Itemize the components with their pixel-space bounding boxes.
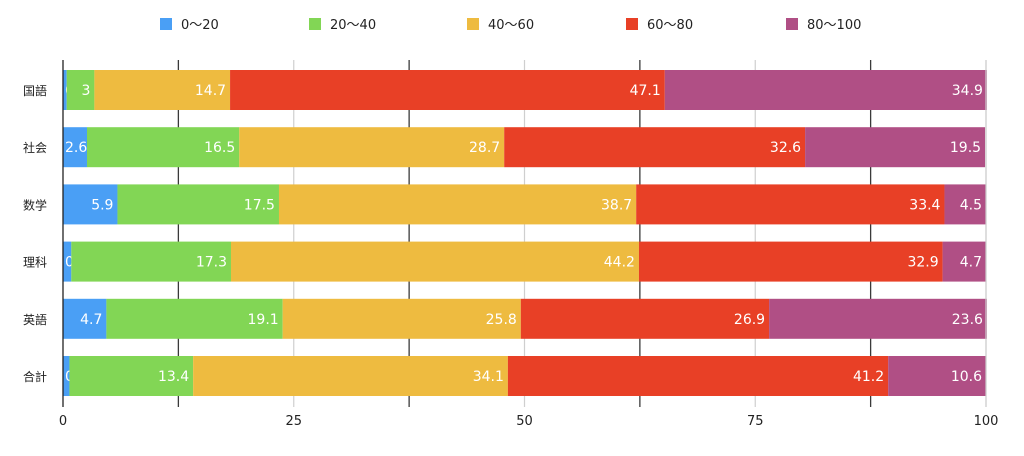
bar-segment — [66, 70, 95, 110]
x-tick-label: 0 — [59, 414, 67, 429]
legend-swatch-4 — [786, 18, 798, 30]
data-label: 23.6 — [952, 312, 983, 328]
data-label: 16.5 — [204, 140, 235, 156]
bar-segment — [769, 298, 987, 339]
legend-label-2: 40〜60 — [488, 18, 534, 33]
category-label: 国語 — [23, 83, 47, 98]
legend-swatch-0 — [160, 18, 172, 30]
bar-segment — [805, 127, 986, 168]
bars: 0.4314.747.134.9国語2.616.528.732.619.5社会5… — [23, 70, 987, 396]
bar-segment — [504, 127, 806, 168]
legend-swatch-3 — [626, 18, 638, 30]
data-label: 5.9 — [91, 197, 113, 213]
bar-segment — [282, 298, 521, 339]
bar-segment — [278, 184, 637, 225]
data-label: 17.3 — [196, 255, 227, 271]
bar-segment — [69, 356, 194, 396]
x-tick-label: 100 — [974, 414, 999, 429]
legend-label-3: 60〜80 — [647, 18, 693, 33]
data-label: 19.1 — [248, 312, 279, 328]
x-tick-label: 25 — [285, 414, 302, 429]
bar-segment — [239, 127, 505, 168]
data-label: 10.6 — [951, 369, 982, 385]
data-label: 13.4 — [158, 369, 189, 385]
legend-label-0: 0〜20 — [181, 18, 219, 33]
category-label: 理科 — [23, 256, 47, 270]
data-label: 44.2 — [604, 255, 635, 271]
axes: 0 25 50 75 100 — [59, 60, 999, 429]
gridlines — [177, 60, 987, 407]
data-label: 47.1 — [630, 83, 661, 99]
data-label: 34.9 — [952, 83, 983, 99]
category-label: 合計 — [23, 369, 47, 384]
legend-label-4: 80〜100 — [807, 18, 861, 33]
legend-swatch-1 — [309, 18, 321, 30]
bar-segment — [106, 298, 283, 339]
bar-segment — [63, 356, 70, 396]
data-label: 28.7 — [469, 140, 500, 156]
data-label: 41.2 — [853, 369, 884, 385]
bar-segment — [942, 241, 986, 282]
bar-segment — [507, 356, 889, 396]
bar-segment — [230, 241, 639, 282]
x-tick-label: 75 — [747, 414, 764, 429]
bar-segment — [63, 184, 118, 225]
category-label: 英語 — [23, 312, 47, 327]
bar-segment — [636, 184, 945, 225]
data-label: 17.5 — [244, 197, 275, 213]
bar-segment — [63, 70, 67, 110]
data-label: 4.5 — [960, 197, 982, 213]
x-tick-label: 50 — [516, 414, 533, 429]
bar-segment — [888, 356, 986, 396]
legend: 0〜20 20〜40 40〜60 60〜80 80〜100 — [160, 18, 861, 33]
bar-segment — [117, 184, 279, 225]
category-label: 数学 — [23, 197, 47, 212]
data-label: 32.9 — [907, 255, 938, 271]
data-label: 26.9 — [734, 312, 765, 328]
bar-segment — [638, 241, 943, 282]
data-label: 32.6 — [770, 140, 801, 156]
data-label: 38.7 — [601, 197, 632, 213]
data-label: 33.4 — [909, 197, 940, 213]
bar-segment — [63, 298, 107, 339]
bar-segment — [86, 127, 240, 168]
data-label: 14.7 — [195, 83, 226, 99]
data-label: 4.7 — [80, 312, 102, 328]
legend-label-1: 20〜40 — [330, 18, 376, 33]
bar-segment — [664, 70, 987, 110]
bar-segment — [520, 298, 770, 339]
bar-segment — [230, 70, 665, 110]
bar-segment — [944, 184, 986, 225]
category-label: 社会 — [23, 140, 47, 155]
bar-segment — [94, 70, 231, 110]
data-label: 34.1 — [473, 369, 504, 385]
data-label: 19.5 — [950, 140, 981, 156]
data-label: 25.8 — [486, 312, 517, 328]
data-label: 2.6 — [65, 140, 87, 156]
bar-segment — [193, 356, 508, 396]
bar-segment — [63, 127, 87, 168]
data-label: 3 — [81, 83, 90, 99]
legend-swatch-2 — [467, 18, 479, 30]
bar-segment — [71, 241, 231, 282]
bar-segment — [63, 241, 72, 282]
data-label: 4.7 — [960, 255, 982, 271]
